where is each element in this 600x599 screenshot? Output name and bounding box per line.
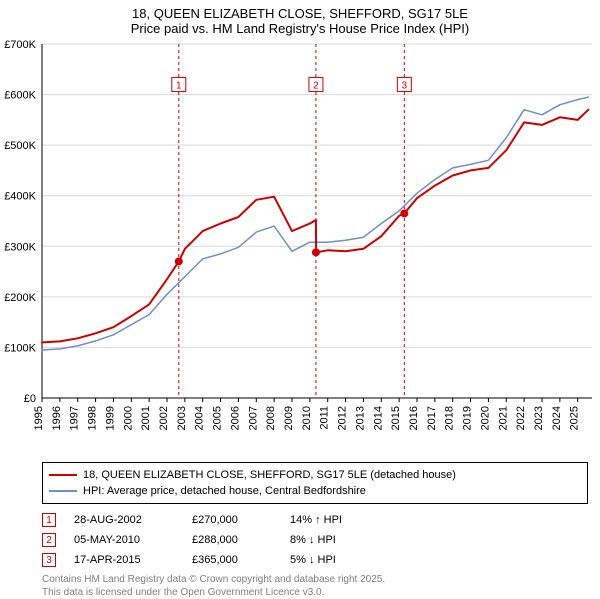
svg-text:2013: 2013	[354, 406, 366, 430]
svg-text:2: 2	[313, 80, 319, 91]
svg-text:2002: 2002	[158, 406, 170, 430]
legend-swatch	[49, 474, 77, 476]
chart-title-block: 18, QUEEN ELIZABETH CLOSE, SHEFFORD, SG1…	[0, 0, 600, 38]
event-price: £288,000	[192, 534, 272, 546]
event-date: 17-APR-2015	[74, 554, 174, 566]
svg-text:2012: 2012	[337, 406, 349, 430]
svg-text:2001: 2001	[140, 406, 152, 430]
svg-text:£600K: £600K	[4, 90, 36, 102]
events-table: 1 28-AUG-2002 £270,000 14% ↑ HPI 2 05-MA…	[42, 510, 588, 570]
event-price: £365,000	[192, 554, 272, 566]
event-note: 14% ↑ HPI	[290, 514, 342, 526]
svg-text:2025: 2025	[569, 406, 581, 430]
footer-line-1: Contains HM Land Registry data © Crown c…	[42, 574, 588, 587]
svg-text:2010: 2010	[301, 406, 313, 430]
legend-item: 18, QUEEN ELIZABETH CLOSE, SHEFFORD, SG1…	[49, 467, 581, 483]
svg-text:£500K: £500K	[4, 140, 36, 152]
svg-text:2009: 2009	[283, 406, 295, 430]
event-marker-box: 3	[42, 553, 56, 567]
svg-text:1995: 1995	[33, 406, 45, 430]
svg-text:2007: 2007	[247, 406, 259, 430]
legend-label: HPI: Average price, detached house, Cent…	[83, 485, 366, 497]
svg-text:2000: 2000	[122, 406, 134, 430]
chart-svg: £0 £100K £200K £300K £400K £500K £600K £700K 199…	[0, 38, 600, 458]
svg-text:1: 1	[176, 80, 182, 91]
event-date: 28-AUG-2002	[74, 514, 174, 526]
legend-swatch	[49, 490, 77, 492]
legend-box: 18, QUEEN ELIZABETH CLOSE, SHEFFORD, SG1…	[42, 462, 588, 504]
legend-item: HPI: Average price, detached house, Cent…	[49, 483, 581, 499]
event-price: £270,000	[192, 514, 272, 526]
title-line-2: Price paid vs. HM Land Registry's House …	[0, 21, 600, 36]
svg-text:2011: 2011	[319, 406, 331, 430]
event-row: 2 05-MAY-2010 £288,000 8% ↓ HPI	[42, 530, 588, 550]
svg-text:2008: 2008	[265, 406, 277, 430]
event-row: 3 17-APR-2015 £365,000 5% ↓ HPI	[42, 550, 588, 570]
svg-text:1996: 1996	[51, 406, 63, 430]
svg-text:2006: 2006	[229, 406, 241, 430]
event-note: 8% ↓ HPI	[290, 534, 336, 546]
event-note: 5% ↓ HPI	[290, 554, 336, 566]
svg-text:2015: 2015	[390, 406, 402, 430]
svg-text:£700K: £700K	[4, 39, 36, 51]
svg-text:2003: 2003	[176, 406, 188, 430]
svg-text:2005: 2005	[212, 406, 224, 430]
svg-text:2017: 2017	[426, 406, 438, 430]
event-date: 05-MAY-2010	[74, 534, 174, 546]
footer-note: Contains HM Land Registry data © Crown c…	[42, 574, 588, 599]
svg-text:1998: 1998	[87, 406, 99, 430]
event-marker-box: 1	[42, 513, 56, 527]
svg-text:1997: 1997	[69, 406, 81, 430]
svg-text:2018: 2018	[444, 406, 456, 430]
svg-text:£0: £0	[24, 393, 36, 405]
svg-text:2022: 2022	[515, 406, 527, 430]
svg-text:2020: 2020	[479, 406, 491, 430]
svg-text:2023: 2023	[533, 406, 545, 430]
svg-text:2024: 2024	[551, 406, 563, 430]
svg-text:£200K: £200K	[4, 292, 36, 304]
footer-line-2: This data is licensed under the Open Gov…	[42, 587, 588, 599]
svg-text:3: 3	[402, 80, 408, 91]
svg-text:2016: 2016	[408, 406, 420, 430]
svg-text:£100K: £100K	[4, 342, 36, 354]
chart-area: £0 £100K £200K £300K £400K £500K £600K £700K 199…	[0, 38, 600, 458]
title-line-1: 18, QUEEN ELIZABETH CLOSE, SHEFFORD, SG1…	[0, 6, 600, 21]
event-row: 1 28-AUG-2002 £270,000 14% ↑ HPI	[42, 510, 588, 530]
svg-text:1999: 1999	[104, 406, 116, 430]
svg-text:2014: 2014	[372, 406, 384, 430]
svg-text:£300K: £300K	[4, 241, 36, 253]
svg-text:2004: 2004	[194, 406, 206, 430]
event-marker-box: 2	[42, 533, 56, 547]
svg-text:£400K: £400K	[4, 191, 36, 203]
legend-label: 18, QUEEN ELIZABETH CLOSE, SHEFFORD, SG1…	[83, 469, 456, 481]
svg-text:2021: 2021	[497, 406, 509, 430]
svg-text:2019: 2019	[462, 406, 474, 430]
